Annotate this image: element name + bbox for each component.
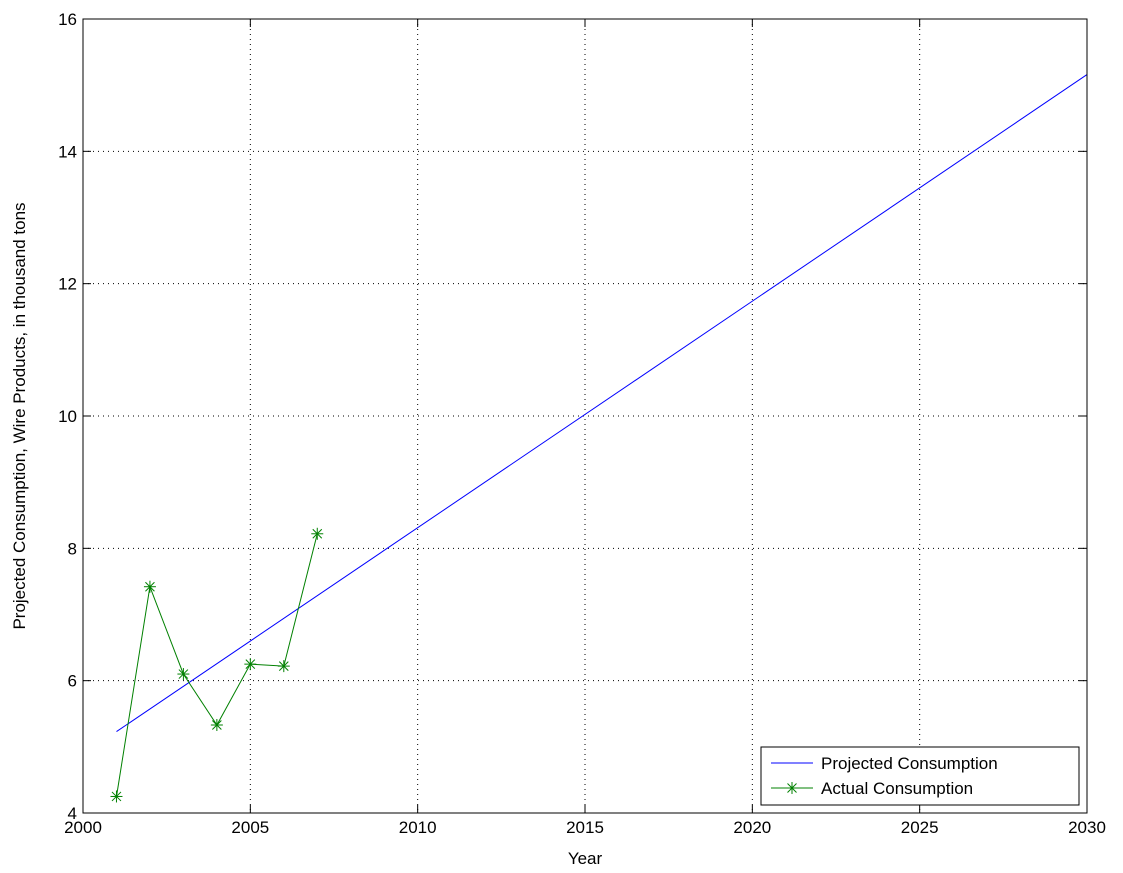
y-axis-label: Projected Consumption, Wire Products, in… xyxy=(10,202,29,629)
x-axis-label: Year xyxy=(568,849,603,868)
legend-label-1: Actual Consumption xyxy=(821,779,973,798)
series-line-0 xyxy=(116,74,1088,733)
marker-stroke xyxy=(787,783,797,793)
y-tick-label: 14 xyxy=(58,142,77,161)
marker-stroke xyxy=(145,581,155,592)
legend-marker xyxy=(786,782,798,794)
marker-stroke xyxy=(245,659,256,669)
x-tick-label: 2025 xyxy=(901,818,939,837)
x-tick-label: 2010 xyxy=(399,818,437,837)
y-tick-label: 12 xyxy=(58,275,77,294)
data-point xyxy=(277,660,290,673)
ticks: 2000 2005 2010 2015 2020 2025 2030 4 6 8 10 12 14 16 xyxy=(58,10,1106,837)
y-tick-label: 4 xyxy=(68,804,77,823)
marker-stroke xyxy=(278,661,289,671)
marker-stroke xyxy=(312,528,323,539)
marker-stroke xyxy=(212,720,222,730)
legend-label-0: Projected Consumption xyxy=(821,754,998,773)
plot-area xyxy=(83,19,1087,813)
x-tick-label: 2030 xyxy=(1068,818,1106,837)
legend-box xyxy=(760,746,1080,806)
data-point xyxy=(244,658,257,671)
marker-stroke xyxy=(178,669,189,679)
x-tick-label: 2020 xyxy=(733,818,771,837)
marker-stroke xyxy=(111,791,122,802)
data-point xyxy=(311,527,324,540)
series-layer xyxy=(110,74,1088,803)
y-tick-label: 16 xyxy=(58,10,77,29)
x-tick-label: 2015 xyxy=(566,818,604,837)
data-point xyxy=(210,718,223,731)
data-point xyxy=(177,668,190,681)
legend: Projected Consumption Actual Consumption xyxy=(760,746,1080,806)
data-point xyxy=(110,790,123,803)
y-tick-label: 6 xyxy=(68,672,77,691)
data-point xyxy=(143,580,156,593)
x-tick-label: 2005 xyxy=(231,818,269,837)
y-tick-label: 8 xyxy=(68,539,77,558)
x-tick-label: 2000 xyxy=(64,818,102,837)
y-tick-label: 10 xyxy=(58,407,77,426)
